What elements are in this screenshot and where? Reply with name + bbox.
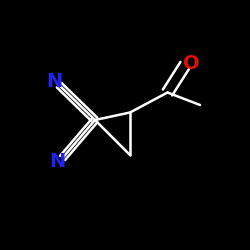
Text: N: N: [46, 72, 62, 91]
Text: O: O: [183, 54, 200, 73]
Text: N: N: [50, 152, 66, 171]
